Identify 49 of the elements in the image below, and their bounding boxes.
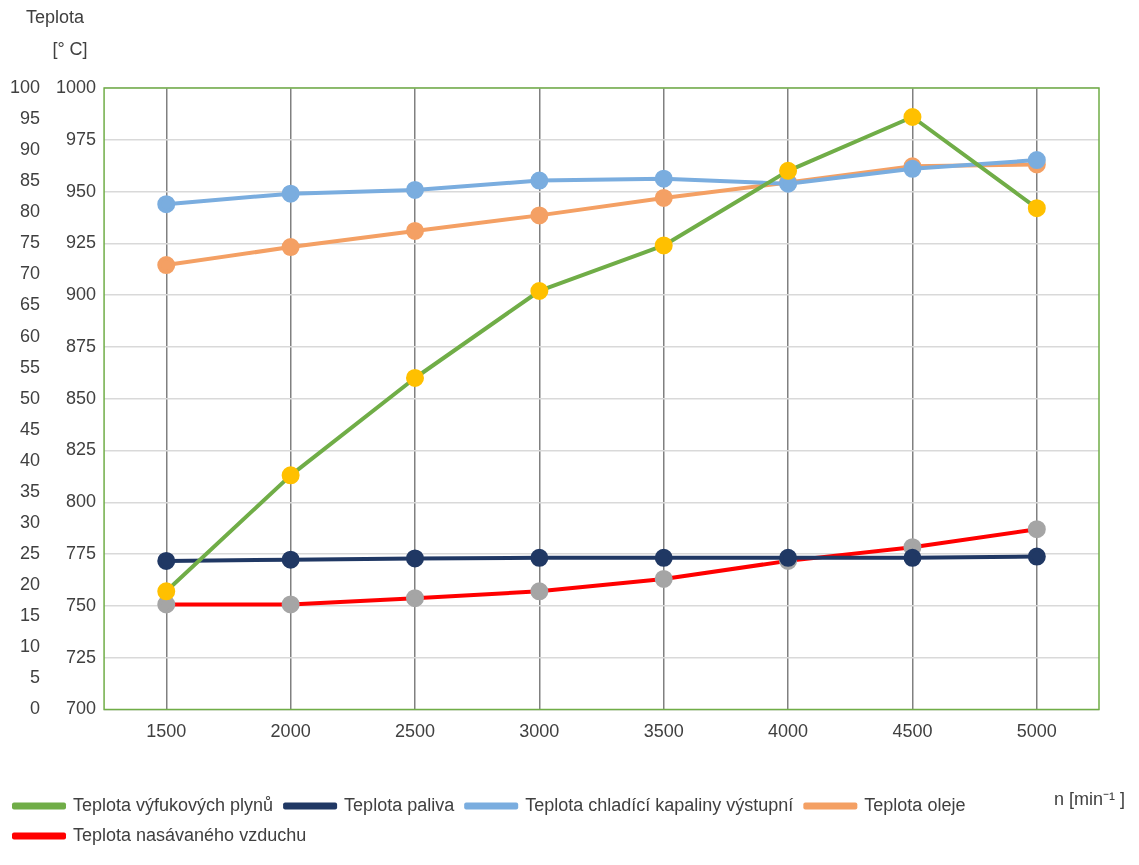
y-tick-label: 825 (66, 439, 97, 460)
x-axis-title: n [min⁻¹ ] (1053, 788, 1125, 809)
y-tick-label: 750 (66, 594, 97, 615)
legend-label: Teplota nasávaného vzduchu (73, 824, 307, 845)
y2-tick-label: 75 (20, 232, 41, 253)
y2-tick-label: 10 (20, 636, 41, 657)
x-tick-label: 2500 (394, 721, 436, 742)
y-tick-label: 925 (66, 232, 97, 253)
y-tick-label: 725 (66, 646, 97, 667)
legend-label: Teplota výfukových plynů (73, 794, 274, 815)
x-tick-label: 3500 (643, 721, 684, 742)
x-tick-label: 4500 (892, 721, 933, 742)
y-tick-label: 850 (66, 387, 97, 408)
y-tick-label: 900 (66, 284, 97, 305)
y2-tick-label: 55 (20, 356, 41, 377)
y2-tick-label: 80 (20, 201, 41, 222)
y-tick-label: 1000 (56, 76, 97, 97)
x-tick-label: 4000 (768, 721, 809, 742)
y2-tick-label: 15 (20, 605, 41, 626)
x-tick-label: 1500 (146, 721, 187, 742)
y-tick-label: 875 (66, 335, 97, 356)
y-tick-label: 800 (66, 491, 97, 512)
y2-tick-label: 5 (30, 667, 41, 688)
y2-tick-label: 90 (20, 139, 41, 160)
x-tick-label: 2000 (270, 721, 311, 742)
y2-tick-label: 50 (20, 387, 41, 408)
y2-tick-label: 65 (20, 294, 41, 315)
legend-label: Teplota chladící kapaliny výstupní (525, 794, 794, 815)
y2-tick-label: 40 (20, 449, 41, 470)
y-tick-label: 975 (66, 128, 97, 149)
y2-tick-label: 20 (20, 574, 41, 595)
y2-tick-label: 60 (20, 325, 41, 346)
y2-tick-label: 100 (9, 76, 41, 97)
legend-label: Teplota paliva (344, 794, 456, 815)
x-tick-label: 3000 (519, 721, 560, 742)
y2-tick-label: 25 (20, 543, 41, 564)
y-tick-label: 700 (66, 698, 97, 719)
y2-tick-label: 95 (20, 108, 41, 129)
y2-tick-label: 30 (20, 511, 41, 532)
y2-tick-label: 85 (20, 170, 41, 191)
legend-label: Teplota oleje (864, 794, 966, 815)
y2-tick-label: 0 (30, 698, 41, 719)
y-axis-title: Teplota [° C] (25, 6, 88, 59)
x-tick-label: 5000 (1016, 721, 1057, 742)
y2-tick-label: 45 (20, 418, 41, 439)
y2-tick-label: 70 (20, 263, 41, 284)
y2-tick-label: 35 (20, 480, 41, 501)
y-tick-label: 775 (66, 543, 97, 564)
y-tick-label: 950 (66, 180, 97, 201)
